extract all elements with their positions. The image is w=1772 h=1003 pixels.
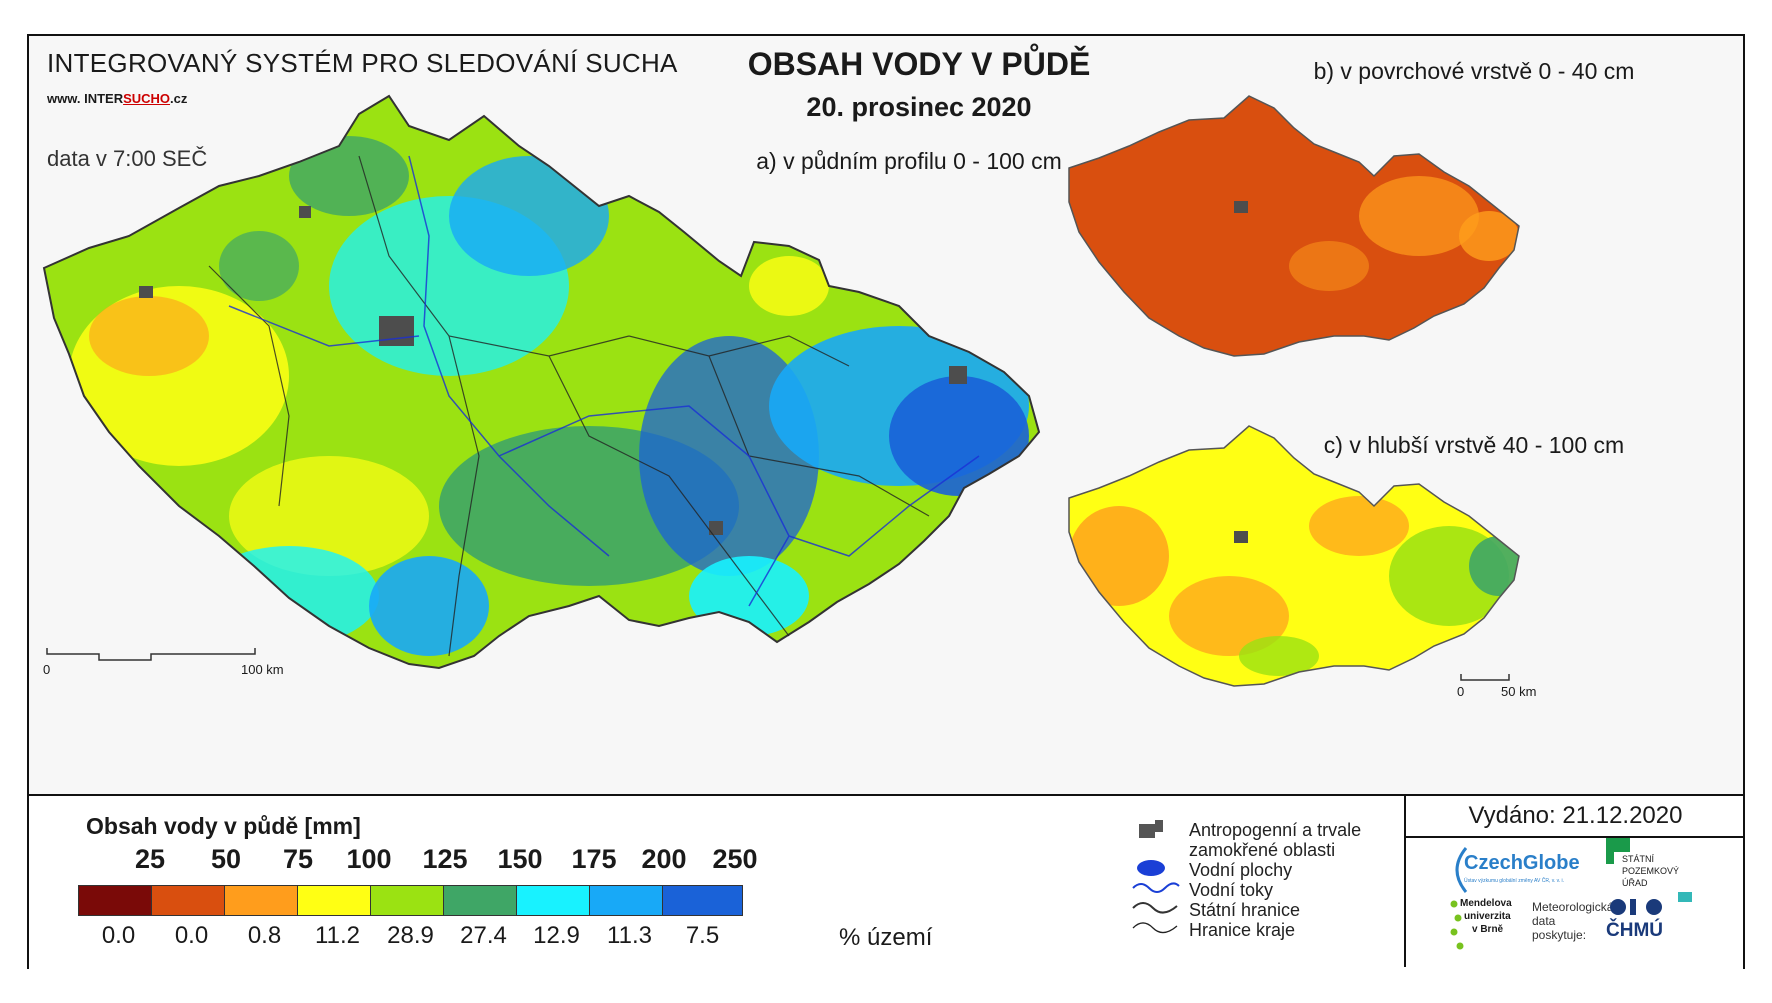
percent-value: 28.9 bbox=[387, 922, 434, 949]
issuer-panel: Vydáno: 21.12.2020 CzechGlobe Ústav výzk… bbox=[1404, 796, 1745, 967]
website-link[interactable]: www. INTERSUCHO.cz bbox=[47, 91, 187, 106]
percent-value: 0.0 bbox=[174, 922, 209, 949]
czechglobe-logo bbox=[1455, 847, 1468, 893]
percent-value: 7.5 bbox=[685, 922, 720, 949]
anthropogenic-icon bbox=[1139, 820, 1163, 838]
system-title: INTEGROVANÝ SYSTÉM PRO SLEDOVÁNÍ SUCHA bbox=[47, 48, 678, 78]
percent-value: 11.3 bbox=[607, 922, 652, 949]
legend-swatch bbox=[224, 885, 305, 916]
spu-accent-icon bbox=[1678, 892, 1692, 902]
region-border-icon bbox=[1132, 922, 1178, 934]
state-border-icon bbox=[1132, 902, 1178, 914]
website-suffix: .cz bbox=[170, 91, 188, 106]
threshold-label: 50 bbox=[210, 844, 242, 874]
percent-unit: % území bbox=[839, 924, 933, 951]
threshold-label: 25 bbox=[134, 844, 166, 874]
symbol-icons bbox=[1132, 820, 1180, 934]
map-area: INTEGROVANÝ SYSTÉM PRO SLEDOVÁNÍ SUCHA w… bbox=[29, 36, 1743, 794]
scale-c-start: 0 bbox=[1457, 684, 1465, 699]
legend-swatch bbox=[370, 885, 451, 916]
scale-bar-a bbox=[46, 648, 256, 661]
map-graphics bbox=[42, 94, 1520, 687]
threshold-label: 200 bbox=[641, 844, 687, 874]
chmu-name: ČHMÚ bbox=[1606, 920, 1663, 941]
mendel-text-3: v Brně bbox=[1472, 924, 1504, 935]
legend-area: Obsah vody v půdě [mm] 25 50 75 100 125 … bbox=[29, 794, 1745, 969]
percent-value: 11.2 bbox=[315, 922, 360, 949]
state-border-b bbox=[1068, 95, 1520, 357]
map-b-title: b) v povrchové vrstvě 0 - 40 cm bbox=[1313, 58, 1635, 84]
map-c-title: c) v hlubší vrstvě 40 - 100 cm bbox=[1323, 432, 1625, 458]
rivers-label: Vodní toky bbox=[1189, 880, 1274, 900]
percent-value: 27.4 bbox=[460, 922, 507, 949]
percent-value: 0.0 bbox=[101, 922, 136, 949]
rivers-a bbox=[228, 155, 980, 607]
legend-swatch bbox=[662, 885, 743, 916]
water-bodies-label: Vodní plochy bbox=[1189, 860, 1293, 880]
legend-swatch bbox=[297, 885, 378, 916]
percent-value: 0.8 bbox=[247, 922, 282, 949]
spu-text-1: STÁTNÍ bbox=[1622, 854, 1655, 864]
legend-swatch bbox=[589, 885, 670, 916]
river-icon bbox=[1132, 882, 1180, 893]
region-border-label: Hranice kraje bbox=[1189, 920, 1296, 940]
state-border-label: Státní hranice bbox=[1189, 900, 1301, 920]
threshold-label: 150 bbox=[497, 844, 543, 874]
czechglobe-name: CzechGlobe bbox=[1464, 852, 1580, 874]
water-body-icon bbox=[1137, 860, 1165, 876]
threshold-label: 250 bbox=[712, 844, 758, 874]
spu-text-2: POZEMKOVÝ bbox=[1622, 866, 1680, 876]
anthropogenic-label: Antropogenní a trvale bbox=[1189, 820, 1362, 840]
czechglobe-subtitle: Ústav výzkumu globální změny AV ČR, v. v… bbox=[1464, 878, 1565, 884]
state-border-a bbox=[42, 94, 1041, 670]
spu-logo-icon bbox=[1606, 838, 1630, 864]
issued-date: Vydáno: 21.12.2020 bbox=[1406, 796, 1745, 838]
website-highlight: SUCHO bbox=[123, 91, 171, 106]
meteo-text-3: poskytuje: bbox=[1532, 928, 1587, 942]
legend-swatch bbox=[78, 885, 159, 916]
chmu-logo-icon bbox=[1610, 899, 1662, 915]
meteo-text-1: Meteorologická bbox=[1532, 900, 1614, 914]
state-border-c bbox=[1068, 425, 1520, 687]
map-b bbox=[1069, 96, 1519, 356]
scale-a-end: 100 km bbox=[241, 662, 284, 677]
meteo-text-2: data bbox=[1532, 914, 1556, 928]
legend-swatch bbox=[516, 885, 597, 916]
scale-a-start: 0 bbox=[43, 662, 51, 677]
map-sheet: INTEGROVANÝ SYSTÉM PRO SLEDOVÁNÍ SUCHA w… bbox=[27, 34, 1745, 969]
threshold-label: 100 bbox=[346, 844, 392, 874]
map-a bbox=[44, 96, 1039, 668]
main-title: OBSAH VODY V PŮDĚ bbox=[747, 46, 1091, 82]
scale-bar-c bbox=[1460, 674, 1510, 681]
threshold-label: 75 bbox=[282, 844, 314, 874]
legend-title: Obsah vody v půdě [mm] bbox=[86, 813, 361, 839]
map-date: 20. prosinec 2020 bbox=[806, 92, 1032, 122]
threshold-label: 175 bbox=[571, 844, 617, 874]
scale-c-end: 50 km bbox=[1501, 684, 1537, 699]
anthropogenic-label-2: zamokřené oblasti bbox=[1189, 840, 1336, 860]
threshold-label: 125 bbox=[422, 844, 468, 874]
spu-text-3: ÚŘAD bbox=[1622, 878, 1648, 888]
map-c bbox=[1069, 426, 1519, 686]
mendel-text-2: univerzita bbox=[1464, 911, 1511, 922]
map-a-title: a) v půdním profilu 0 - 100 cm bbox=[756, 148, 1062, 174]
data-time: data v 7:00 SEČ bbox=[47, 146, 208, 171]
legend-swatch bbox=[443, 885, 524, 916]
region-borders-a bbox=[208, 155, 930, 657]
website-prefix: www. INTER bbox=[47, 91, 124, 106]
mendel-logo-dots bbox=[1450, 900, 1464, 950]
legend-swatch bbox=[151, 885, 232, 916]
percent-value: 12.9 bbox=[533, 922, 580, 949]
mendel-text-1: Mendelova bbox=[1460, 898, 1512, 909]
